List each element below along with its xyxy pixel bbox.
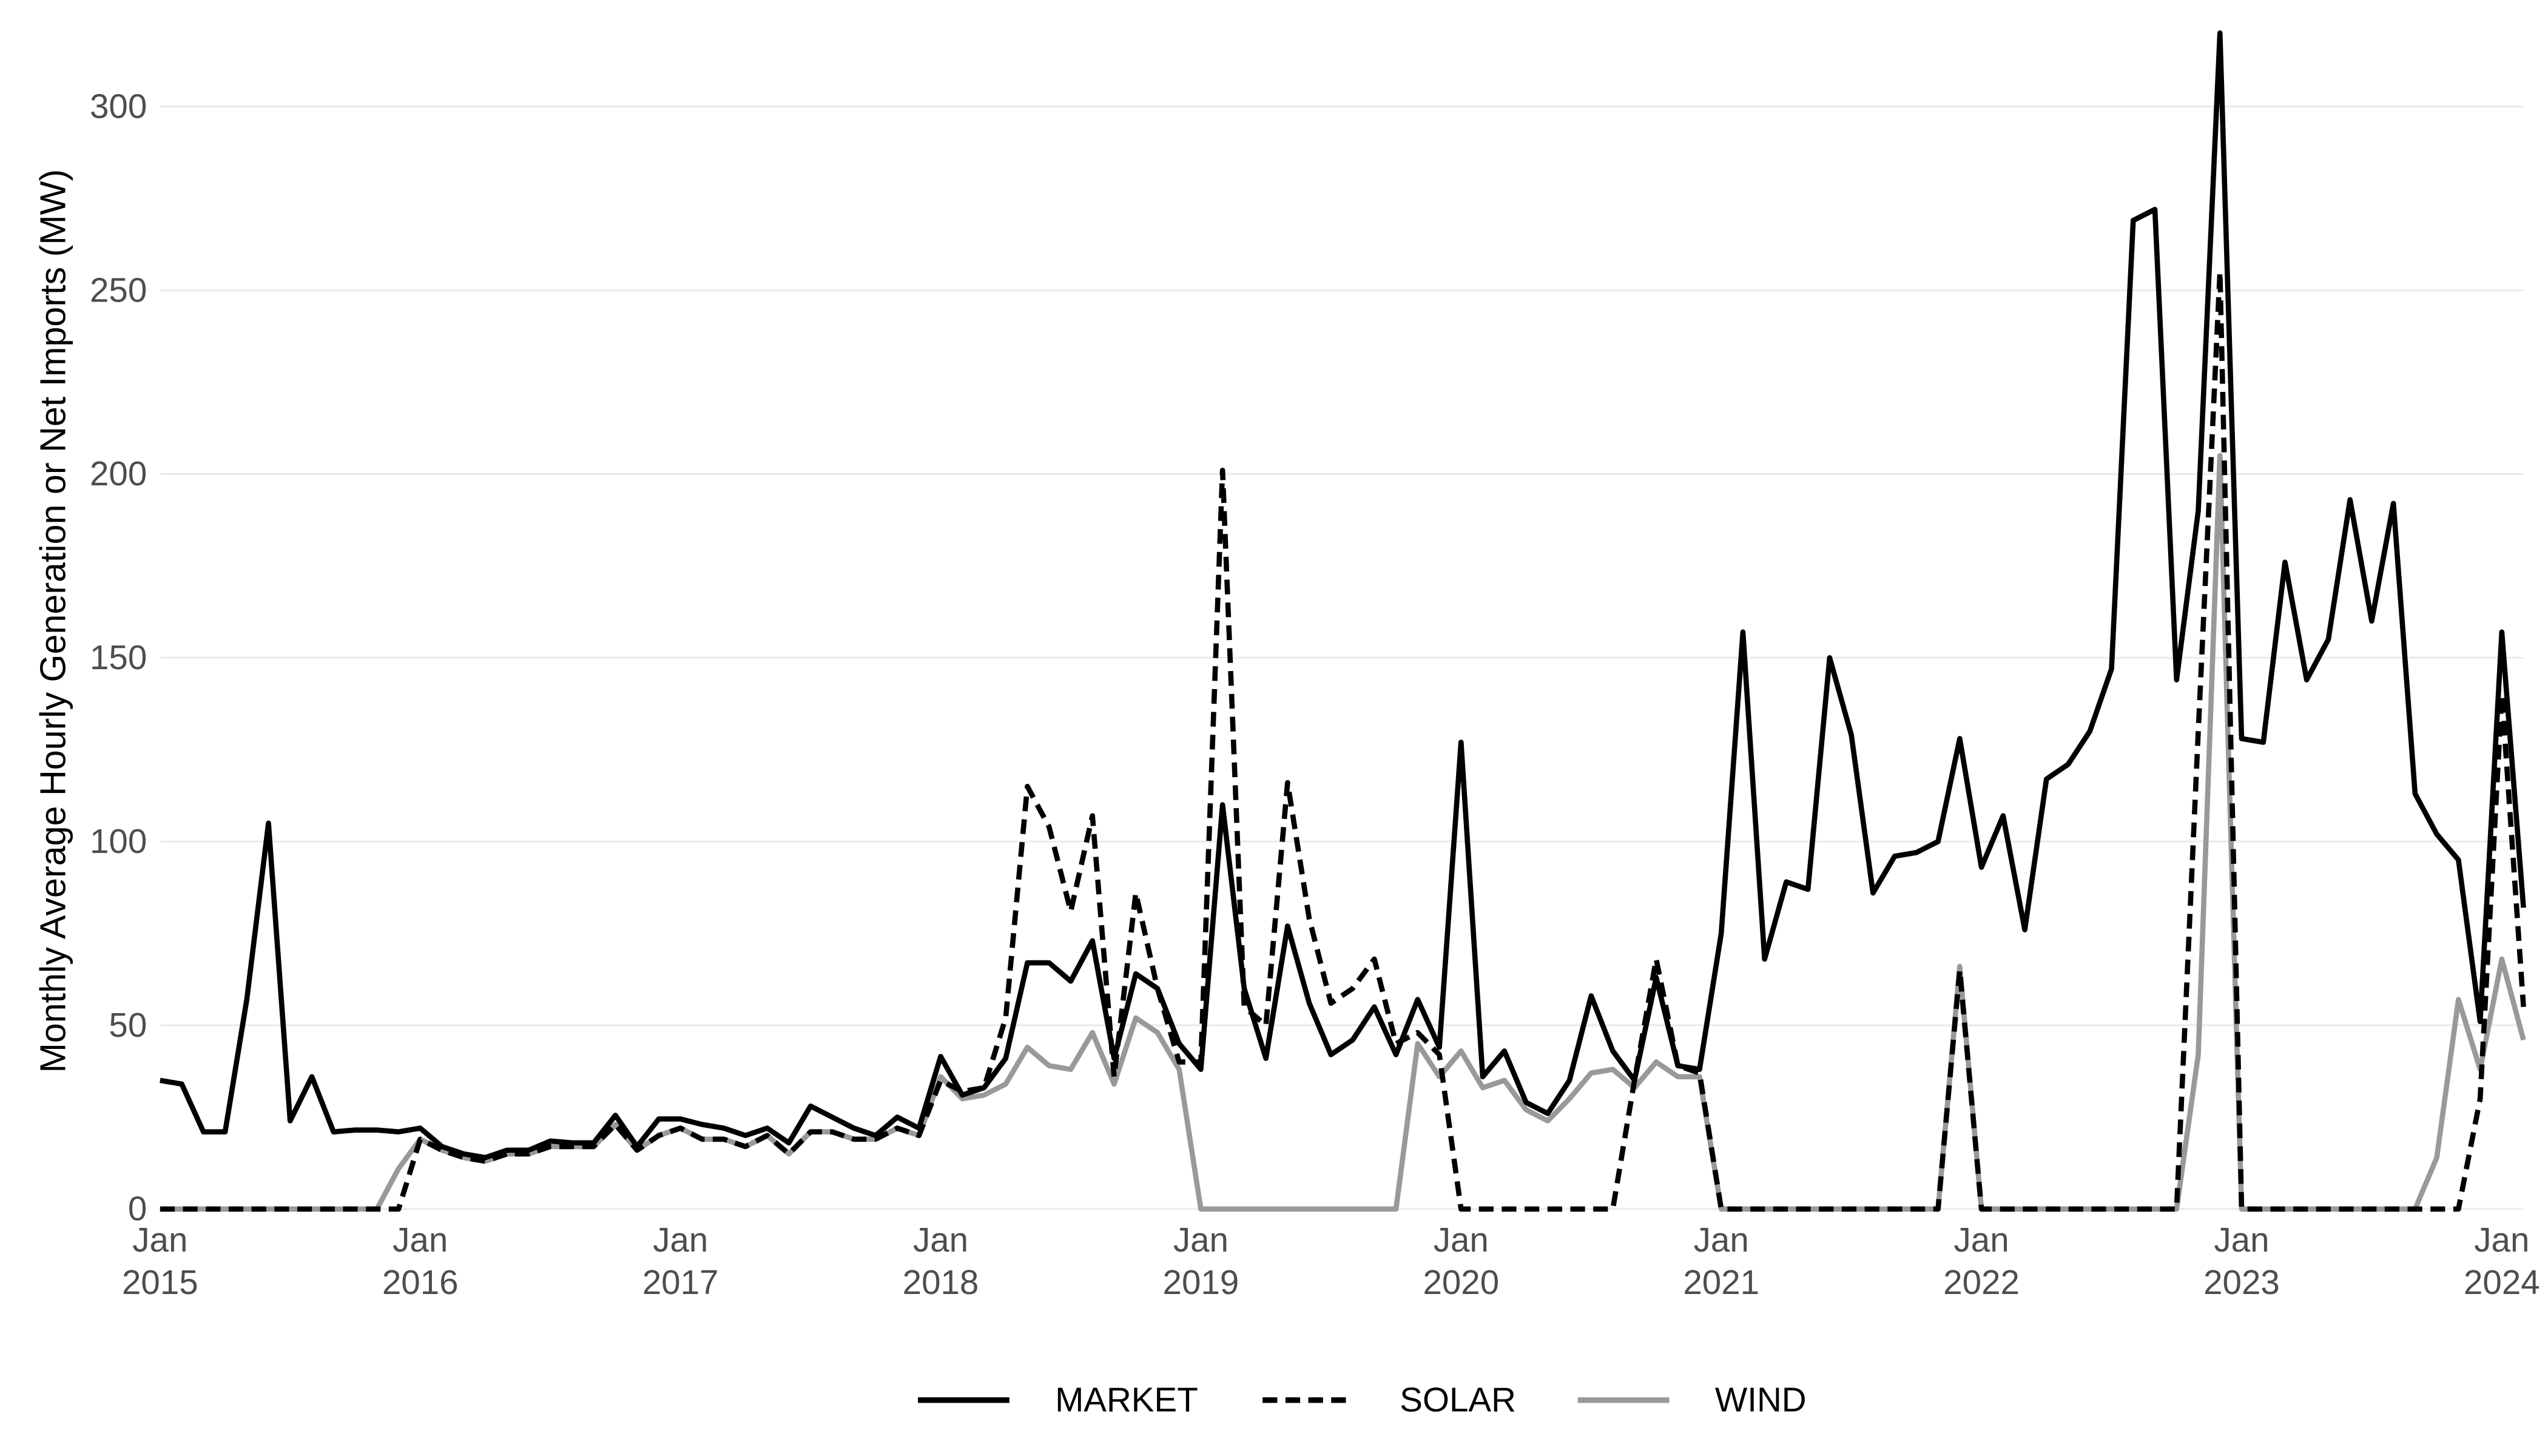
x-tick-label: Jan 2023 xyxy=(2203,1221,2280,1301)
series-line xyxy=(160,30,2526,1161)
y-tick-label: 150 xyxy=(90,638,147,676)
y-tick-label: 250 xyxy=(90,271,147,309)
y-tick-label: 0 xyxy=(128,1190,147,1228)
y-tick-label: 50 xyxy=(109,1006,147,1044)
x-tick-label: Jan 2022 xyxy=(1943,1221,2020,1301)
x-tick-label: Jan 2017 xyxy=(642,1221,719,1301)
x-tick-label: Jan 2021 xyxy=(1683,1221,1759,1301)
series-line xyxy=(160,269,2526,1212)
y-tick-label: 100 xyxy=(90,822,147,860)
legend-item: SOLAR xyxy=(1262,1381,1516,1419)
y-tick-label: 200 xyxy=(90,454,147,493)
series-line xyxy=(160,453,2526,1212)
legend-label: MARKET xyxy=(1055,1381,1198,1419)
y-tick-label: 300 xyxy=(90,87,147,125)
x-tick-label: Jan 2015 xyxy=(122,1221,198,1301)
x-tick-label: Jan 2018 xyxy=(903,1221,979,1301)
legend-label: SOLAR xyxy=(1400,1381,1516,1419)
legend-label: WIND xyxy=(1715,1381,1807,1419)
x-tick-label: Jan 2019 xyxy=(1163,1221,1239,1301)
legend-item: MARKET xyxy=(918,1381,1198,1419)
x-tick-label: Jan 2020 xyxy=(1423,1221,1499,1301)
x-tick-label: Jan 2024 xyxy=(2464,1221,2540,1301)
y-axis-title: Monthly Average Hourly Generation or Net… xyxy=(33,169,73,1073)
x-tick-label: Jan 2016 xyxy=(382,1221,459,1301)
legend-item: WIND xyxy=(1577,1381,1807,1419)
